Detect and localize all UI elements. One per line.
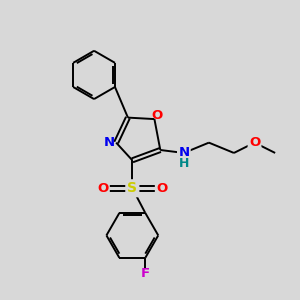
Text: N: N — [104, 136, 115, 148]
Text: O: O — [249, 136, 260, 148]
Text: N: N — [178, 146, 189, 159]
Text: O: O — [156, 182, 167, 195]
Text: O: O — [151, 109, 162, 122]
Text: O: O — [97, 182, 109, 195]
Text: S: S — [127, 181, 137, 195]
Text: H: H — [179, 157, 189, 170]
Text: F: F — [141, 267, 150, 280]
